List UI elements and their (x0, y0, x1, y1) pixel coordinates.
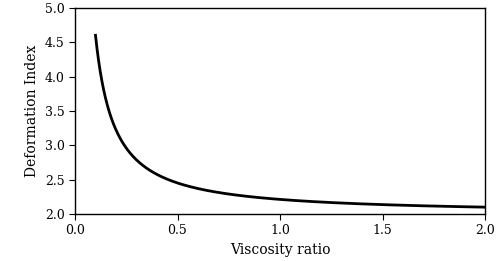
X-axis label: Viscosity ratio: Viscosity ratio (230, 243, 330, 257)
Y-axis label: Deformation Index: Deformation Index (25, 45, 39, 177)
